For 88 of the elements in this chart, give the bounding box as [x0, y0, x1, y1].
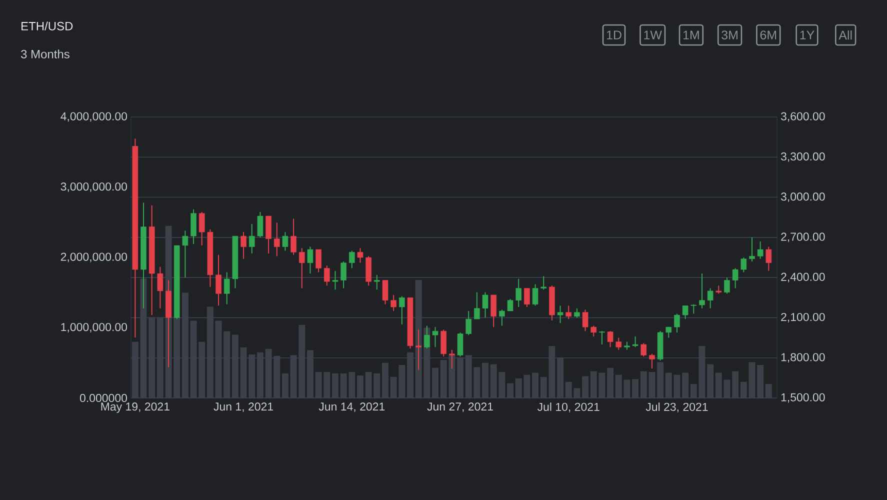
candlestick [399, 296, 405, 325]
candlestick [540, 276, 547, 290]
candlestick [216, 254, 222, 306]
candlestick [557, 305, 564, 324]
candlestick [632, 336, 638, 348]
candlestick [590, 325, 597, 337]
y-tick-label: 0.000000 [80, 394, 128, 402]
y2-tick-label: 2,100.00 [781, 312, 825, 322]
candlestick [607, 330, 614, 348]
y2-tick-label: 2,700.00 [781, 232, 825, 242]
candlestick [290, 218, 296, 256]
candlestick [649, 353, 655, 370]
candlestick [182, 230, 188, 278]
candlestick [490, 294, 496, 328]
candlestick [298, 248, 305, 289]
candlestick [707, 288, 714, 309]
y-tick-label: 1,000,000.00 [61, 322, 128, 332]
candlestick [307, 246, 314, 274]
text: 1M [683, 30, 699, 40]
x-tick-label: Jul 23, 2021 [646, 402, 708, 412]
x-tick-label: Jun 27, 2021 [427, 402, 493, 412]
candlestick [524, 288, 530, 308]
candlestick [507, 298, 514, 312]
x-tick-label: Jun 1, 2021 [214, 402, 274, 412]
candlestick [457, 332, 464, 358]
candlestick [348, 250, 355, 269]
candlestick [324, 265, 330, 286]
y-tick-label: 2,000,000.00 [60, 252, 128, 262]
candlestick [724, 277, 730, 294]
candlestick [282, 232, 288, 252]
candlestick [316, 248, 322, 273]
candlestick [757, 240, 764, 260]
candlestick [666, 326, 672, 338]
text: 6M [760, 30, 776, 40]
candlestick [674, 313, 680, 333]
candlestick [749, 236, 755, 262]
candlestick [599, 330, 605, 345]
candlestick [516, 278, 522, 308]
y2-tick-label: 3,600.00 [780, 112, 825, 122]
candlestick [766, 246, 772, 272]
candlestick [582, 309, 588, 332]
y2-tick-label: 3,300.00 [780, 152, 825, 162]
candlestick [640, 342, 647, 358]
chart-title: ETH/USD [22, 22, 73, 30]
candlestick [466, 310, 472, 336]
candlestick [440, 329, 446, 358]
candlestick [266, 216, 272, 254]
x-tick-label: May 19, 2021 [101, 402, 170, 413]
candlestick [274, 222, 280, 257]
candlestick [474, 292, 480, 320]
text: 1Y [800, 30, 814, 40]
x-tick-label: Jun 14, 2021 [318, 402, 385, 412]
x-tick-label: Jul 10, 2021 [537, 402, 600, 412]
text: 3M [722, 30, 738, 40]
chart-subtitle: 3 Months [21, 50, 70, 58]
candlestick [374, 274, 380, 290]
candlestick [390, 294, 396, 312]
candlestick [616, 337, 622, 350]
y-tick-label: 3,000,000.00 [60, 182, 128, 192]
candlestick [732, 268, 738, 289]
candlestick [382, 280, 388, 305]
y2-tick-label: 1,500.00 [781, 393, 825, 403]
y2-tick-label: 2,400.00 [781, 272, 825, 282]
candlestick [198, 211, 205, 246]
y-tick-label: 4,000,000.00 [60, 112, 128, 122]
candlestick [574, 308, 580, 318]
candlestick [190, 208, 196, 245]
candlestick [240, 232, 246, 260]
candlestick [224, 272, 230, 305]
candlestick [740, 256, 747, 273]
text: 1D [606, 30, 622, 40]
candlestick [157, 266, 164, 309]
candlestick [340, 261, 346, 289]
candlestick [499, 309, 505, 326]
y2-tick-label: 1,800.00 [781, 353, 825, 363]
text: All [838, 30, 852, 40]
candlestick [682, 305, 688, 320]
text: 1W [644, 30, 662, 40]
candlestick [432, 326, 438, 348]
candlestick [532, 284, 538, 306]
candlestick [257, 211, 264, 238]
y2-tick-label: 3,000.00 [780, 192, 825, 202]
candlestick [357, 248, 364, 264]
candlestick [248, 224, 255, 254]
candlestick [566, 305, 572, 320]
candlestick [332, 270, 338, 290]
candlestick [482, 292, 488, 318]
candlestick [699, 273, 705, 309]
